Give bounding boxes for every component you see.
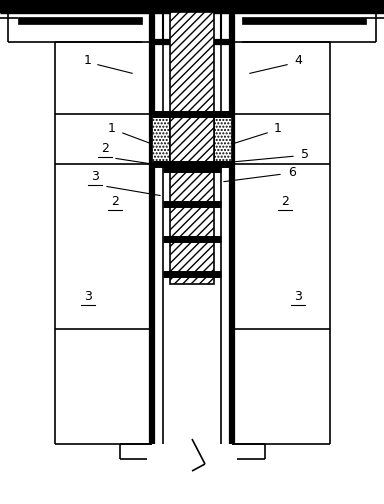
Bar (0, 0, 384, 12)
Text: 4: 4 (294, 54, 302, 68)
Text: 2: 2 (111, 195, 119, 208)
Text: 6: 6 (288, 165, 296, 178)
Bar (242, 17, 366, 24)
Text: 3: 3 (91, 170, 99, 183)
Text: 2: 2 (281, 195, 289, 208)
Text: 3: 3 (84, 290, 92, 303)
Text: 1: 1 (108, 122, 116, 136)
Text: 1: 1 (84, 54, 92, 68)
Bar (152, 114, 170, 164)
Bar (18, 17, 142, 24)
Text: 3: 3 (294, 290, 302, 303)
Text: 5: 5 (301, 148, 309, 160)
Text: 2: 2 (101, 142, 109, 155)
Text: 1: 1 (274, 122, 282, 136)
Bar (214, 114, 232, 164)
Bar (170, 12, 214, 284)
